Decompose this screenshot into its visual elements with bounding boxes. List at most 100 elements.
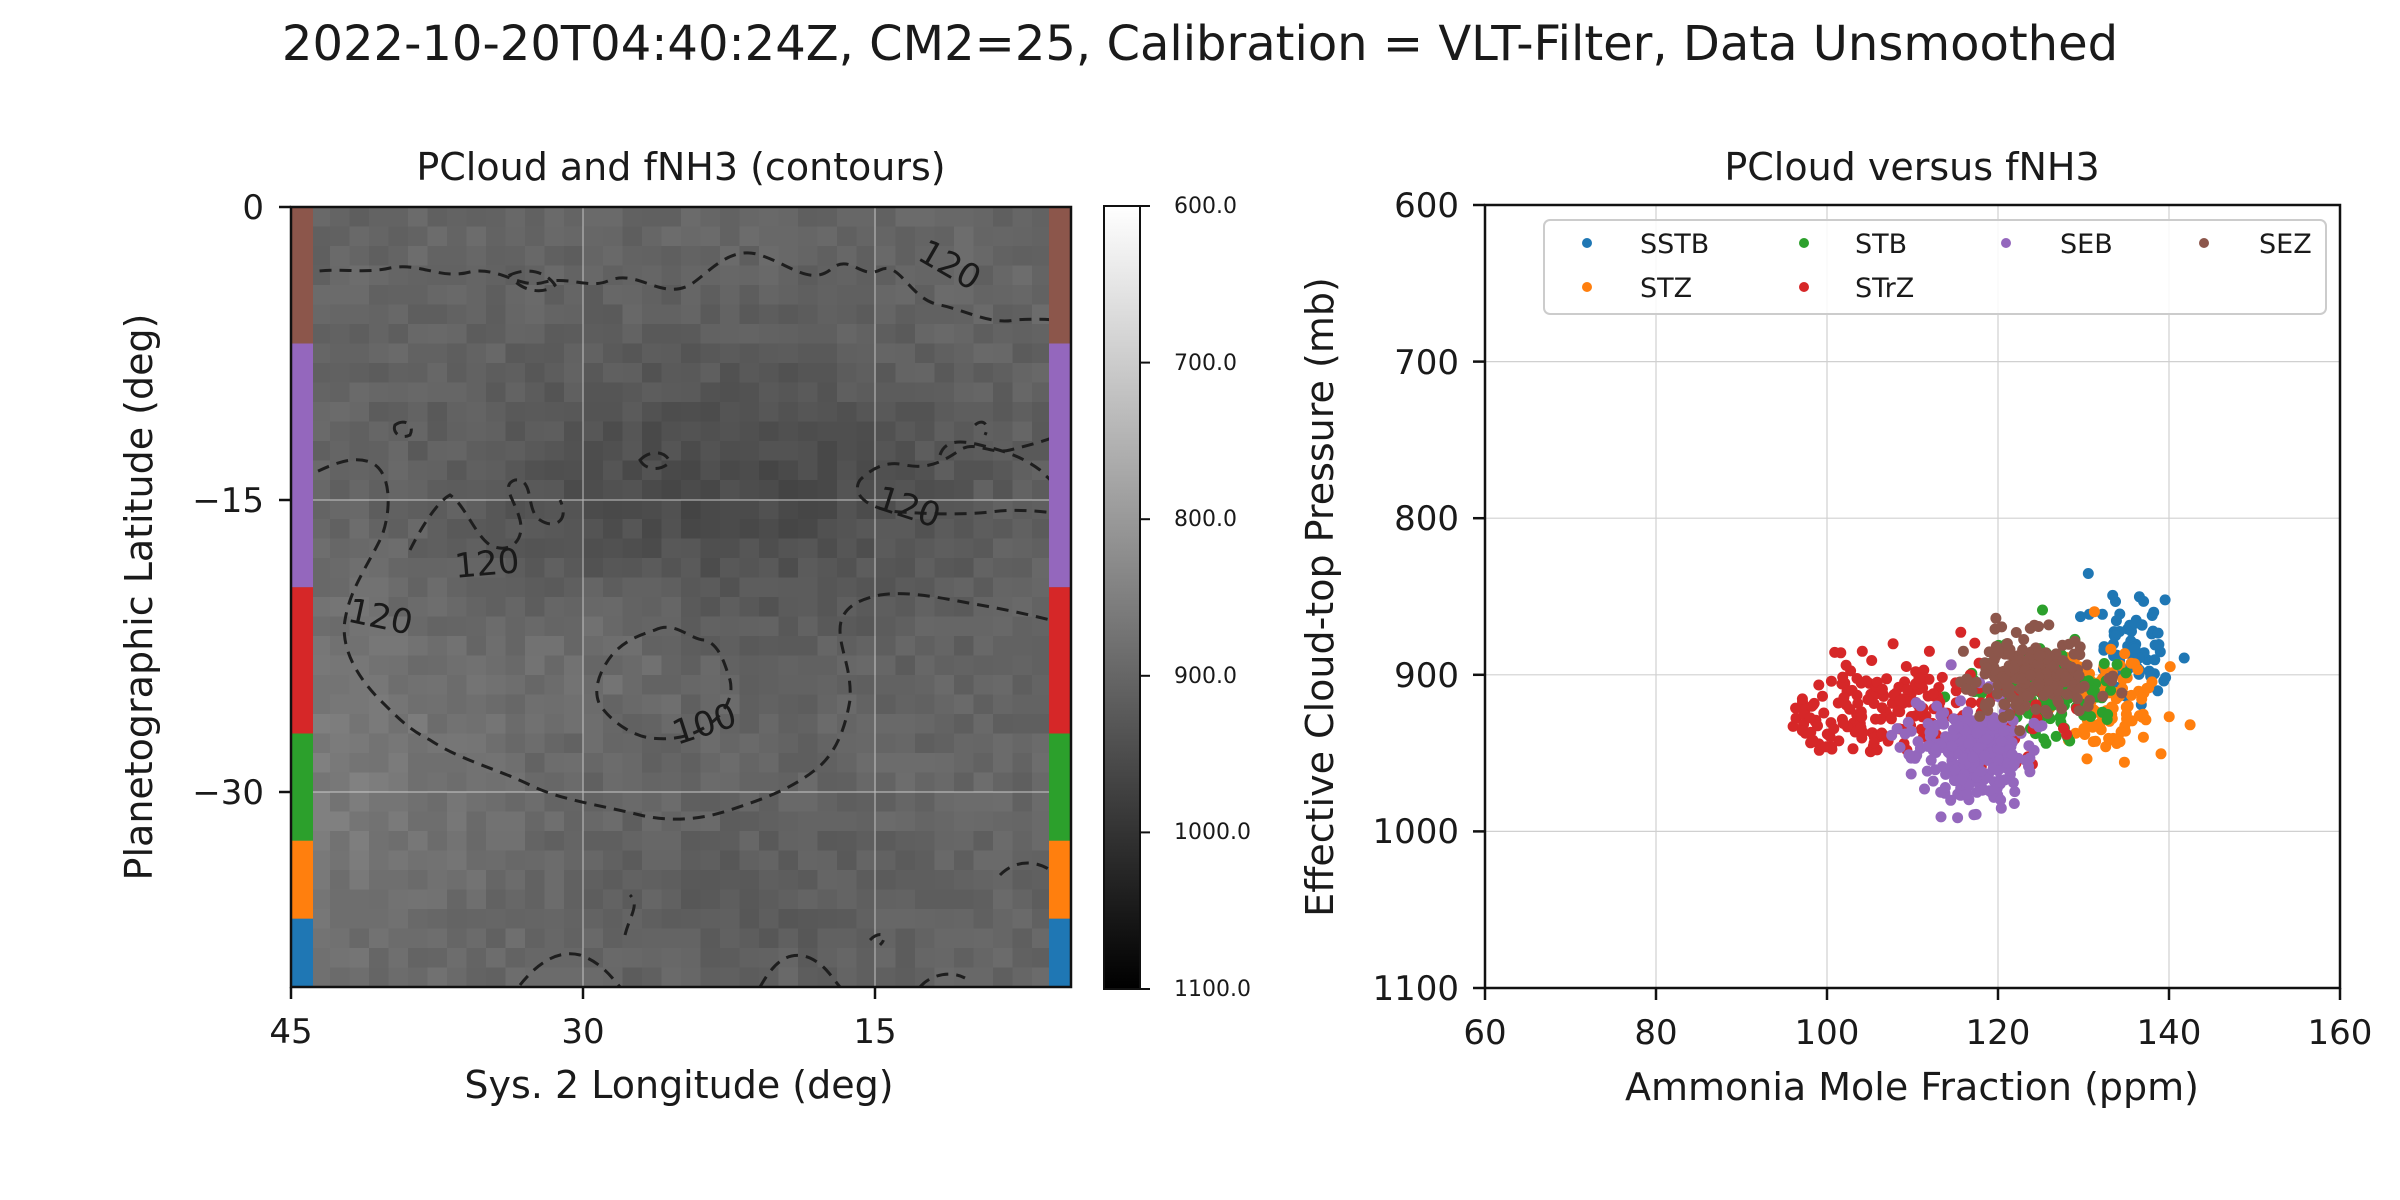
heatmap-cell <box>583 694 604 715</box>
heatmap-cell <box>837 889 858 910</box>
heatmap-cell <box>934 733 955 754</box>
heatmap-cell <box>583 889 604 910</box>
heatmap-cell <box>427 285 448 306</box>
scatter-point <box>1935 811 1947 823</box>
heatmap-cell <box>622 636 643 657</box>
heatmap-cell <box>349 772 370 793</box>
heatmap-cell <box>661 402 682 423</box>
heatmap-cell <box>661 948 682 969</box>
heatmap-cell <box>505 811 526 832</box>
heatmap-cell <box>310 733 331 754</box>
heatmap-cell <box>369 597 390 618</box>
heatmap-cell <box>973 792 994 813</box>
heatmap-cell <box>1012 421 1033 442</box>
heatmap-cell <box>564 928 585 949</box>
heatmap-cell <box>798 324 819 345</box>
heatmap-cell <box>427 870 448 891</box>
heatmap-cell <box>954 831 975 852</box>
band-strip-strz-left <box>291 587 313 734</box>
heatmap-cell <box>564 597 585 618</box>
scatter-point <box>2100 741 2112 753</box>
heatmap-cell <box>544 811 565 832</box>
heatmap-cell <box>993 285 1014 306</box>
heatmap-cell <box>369 343 390 364</box>
heatmap-cell <box>934 811 955 832</box>
heatmap-cell <box>700 636 721 657</box>
heatmap-cell <box>583 850 604 871</box>
heatmap-cell <box>798 714 819 735</box>
heatmap-cell <box>427 889 448 910</box>
heatmap-cell <box>369 967 390 987</box>
heatmap-cell <box>661 324 682 345</box>
heatmap-cell <box>466 792 487 813</box>
heatmap-cell <box>447 811 468 832</box>
contour-top-small <box>507 269 557 293</box>
heatmap-cell <box>1032 675 1053 696</box>
heatmap-cell <box>895 655 916 676</box>
heatmap-cell <box>856 714 877 735</box>
heatmap-cell <box>739 850 760 871</box>
heatmap-cell <box>934 207 955 228</box>
heatmap-cell <box>759 460 780 481</box>
heatmap-cell <box>564 889 585 910</box>
heatmap-cell <box>778 909 799 930</box>
scatter-point <box>1938 718 1950 730</box>
heatmap-cell <box>349 792 370 813</box>
heatmap-cell <box>564 207 585 228</box>
heatmap-cell <box>895 421 916 442</box>
heatmap-cell <box>954 889 975 910</box>
heatmap-cell <box>642 850 663 871</box>
heatmap-cell <box>876 928 897 949</box>
heatmap-cell <box>778 226 799 247</box>
heatmap-cell <box>934 285 955 306</box>
heatmap-cell <box>622 733 643 754</box>
heatmap-cell <box>349 304 370 325</box>
heatmap-cell <box>661 577 682 598</box>
heatmap-cell <box>1012 519 1033 540</box>
heatmap-cell <box>973 928 994 949</box>
heatmap-cell <box>505 499 526 520</box>
heatmap-cell <box>603 675 624 696</box>
heatmap-cell <box>486 889 507 910</box>
heatmap-cell <box>993 655 1014 676</box>
heatmap-cell <box>934 577 955 598</box>
heatmap-cell <box>564 714 585 735</box>
heatmap-cell <box>720 714 741 735</box>
heatmap-cell <box>408 753 429 774</box>
heatmap-cell <box>954 948 975 969</box>
heatmap-cell <box>466 753 487 774</box>
heatmap-cell <box>408 246 429 267</box>
heatmap-cell <box>856 811 877 832</box>
heatmap-cell <box>856 675 877 696</box>
heatmap-cell <box>681 948 702 969</box>
heatmap-cell <box>388 304 409 325</box>
heatmap-cell <box>973 889 994 910</box>
heatmap-cell <box>876 577 897 598</box>
heatmap-cell <box>349 480 370 501</box>
heatmap-cell <box>1012 636 1033 657</box>
heatmap-cell <box>544 909 565 930</box>
right-panel-title: PCloud versus fNH3 <box>1724 145 2099 189</box>
heatmap-cell <box>525 441 546 462</box>
scatter-point <box>1807 734 1819 746</box>
heatmap-cell <box>603 226 624 247</box>
heatmap-cell <box>856 324 877 345</box>
heatmap-cell <box>915 811 936 832</box>
heatmap-cell <box>544 792 565 813</box>
heatmap-cell <box>817 616 838 637</box>
heatmap-cell <box>856 909 877 930</box>
heatmap-cell <box>408 772 429 793</box>
heatmap-cell <box>369 948 390 969</box>
right-grid <box>1485 205 2340 988</box>
heatmap-cell <box>817 948 838 969</box>
heatmap-cell <box>934 928 955 949</box>
heatmap-cell <box>798 226 819 247</box>
heatmap-cell <box>544 246 565 267</box>
heatmap-cell <box>349 538 370 559</box>
heatmap-cell <box>954 928 975 949</box>
band-strip-strz-right <box>1049 587 1071 734</box>
heatmap-cell <box>466 480 487 501</box>
heatmap-cell <box>856 772 877 793</box>
heatmap-cell <box>349 285 370 306</box>
heatmap-cell <box>388 382 409 403</box>
